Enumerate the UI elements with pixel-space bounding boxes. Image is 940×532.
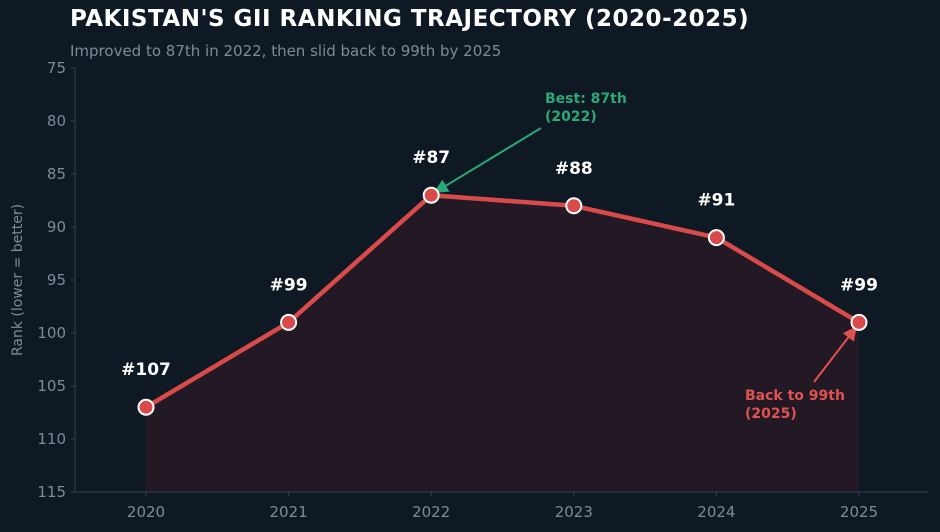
y-tick-label: 105 — [37, 377, 66, 395]
y-tick-label: 85 — [47, 165, 66, 183]
data-point — [137, 398, 155, 416]
area-fill — [146, 195, 859, 492]
data-label: #107 — [121, 360, 171, 380]
x-tick-label: 2025 — [840, 503, 878, 521]
data-point — [707, 229, 725, 247]
data-point — [280, 313, 298, 331]
annotation-text-best-line1: Best: 87th — [545, 91, 627, 107]
axis-layer: 75 80 85 90 95 100 105 110 115 2020 2021 2022 2023 20… — [37, 59, 928, 521]
y-tick-label: 100 — [37, 324, 66, 342]
y-tick-label: 110 — [37, 430, 66, 448]
chart-title: PAKISTAN'S GII RANKING TRAJECTORY (2020-… — [70, 6, 750, 32]
annotation-layer: Best: 87th (2022) Back to 99th (2025) — [434, 91, 857, 422]
y-tick-label: 80 — [47, 112, 66, 130]
annotation-text-back-line1: Back to 99th — [745, 388, 845, 404]
area-layer — [146, 195, 859, 492]
data-label: #99 — [270, 275, 308, 295]
data-point — [850, 313, 868, 331]
annotation-text-back-line2: (2025) — [745, 406, 797, 422]
x-tick-label: 2022 — [412, 503, 450, 521]
line-layer — [143, 192, 862, 410]
y-axis-label: Rank (lower = better) — [10, 204, 26, 356]
label-layer: #107 #99 #87 #88 #91 #99 — [121, 148, 878, 380]
y-tick-label: 95 — [47, 271, 66, 289]
y-tick-label: 90 — [47, 218, 66, 236]
annotation-text-best-line2: (2022) — [545, 109, 597, 125]
x-tick-label: 2023 — [555, 503, 593, 521]
x-tick-label: 2024 — [697, 503, 735, 521]
annotation-arrow-back — [813, 326, 857, 383]
data-point — [565, 197, 583, 215]
y-tick-label: 115 — [37, 483, 66, 501]
annotation-arrow-best — [434, 127, 542, 194]
x-tick-label: 2021 — [270, 503, 308, 521]
x-tick-label: 2020 — [127, 503, 165, 521]
data-label: #91 — [697, 191, 735, 211]
data-label: #88 — [555, 159, 593, 179]
y-tick-label: 75 — [47, 59, 66, 77]
data-label: #87 — [412, 148, 450, 168]
data-label: #99 — [840, 275, 878, 295]
series-line — [143, 192, 862, 410]
chart-subtitle: Improved to 87th in 2022, then slid back… — [70, 42, 502, 60]
data-point — [422, 186, 440, 204]
point-layer — [137, 186, 868, 416]
